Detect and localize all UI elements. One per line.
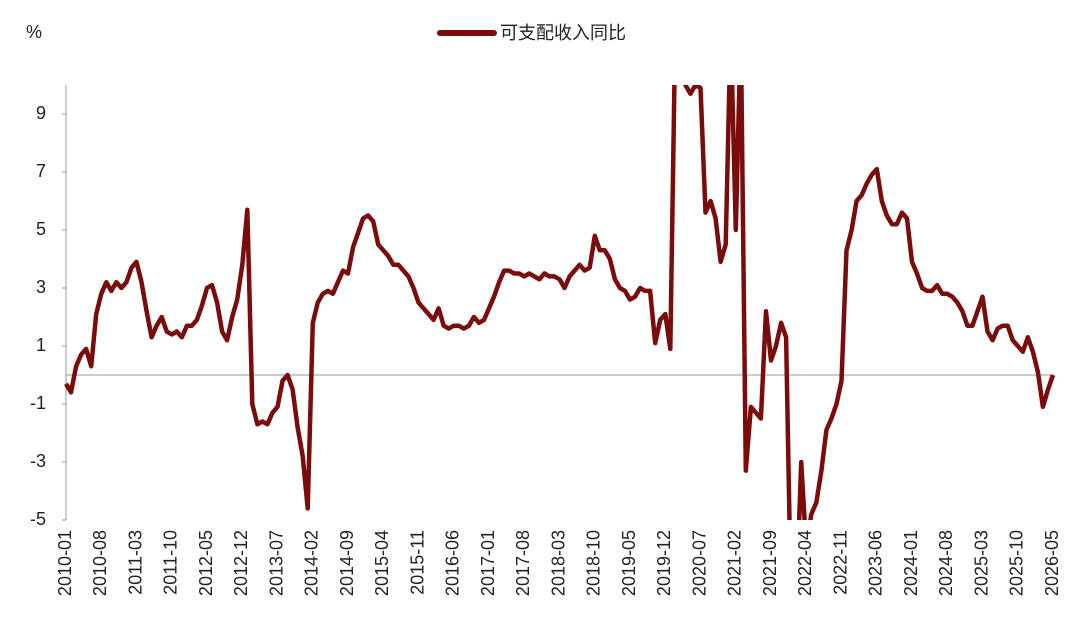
y-tick-label: -1 bbox=[30, 393, 46, 413]
x-tick-label: 2020-07 bbox=[689, 530, 709, 596]
legend-label: 可支配收入同比 bbox=[500, 23, 626, 43]
x-tick-label: 2024-08 bbox=[936, 530, 956, 596]
y-tick-label: -5 bbox=[30, 509, 46, 529]
y-tick-label: 7 bbox=[36, 161, 46, 181]
x-tick-label: 2017-08 bbox=[513, 530, 533, 596]
x-tick-label: 2019-12 bbox=[654, 530, 674, 596]
x-tick-label: 2019-05 bbox=[619, 530, 639, 596]
x-tick-label: 2022-11 bbox=[830, 530, 850, 595]
x-tick-label: 2017-01 bbox=[478, 530, 498, 596]
x-tick-label: 2014-02 bbox=[302, 530, 322, 596]
x-tick-label: 2015-11 bbox=[407, 530, 427, 595]
y-tick-label: 1 bbox=[36, 335, 46, 355]
x-tick-label: 2012-05 bbox=[196, 530, 216, 596]
x-tick-label: 2016-06 bbox=[443, 530, 463, 596]
x-tick-label: 2025-10 bbox=[1007, 530, 1027, 596]
x-tick-label: 2018-03 bbox=[548, 530, 568, 596]
x-tick-label: 2013-07 bbox=[266, 530, 286, 596]
y-tick-label: -3 bbox=[30, 451, 46, 471]
series-line bbox=[64, 85, 1056, 520]
y-tick-label: 9 bbox=[36, 103, 46, 123]
x-tick-label: 2021-02 bbox=[725, 530, 745, 596]
x-tick-label: 2015-04 bbox=[372, 530, 392, 596]
x-tick-label: 2010-01 bbox=[55, 530, 75, 596]
x-tick-label: 2018-10 bbox=[584, 530, 604, 596]
x-tick-label: 2026-05 bbox=[1042, 530, 1062, 596]
x-tick-label: 2024-01 bbox=[901, 530, 921, 596]
x-tick-label: 2011-10 bbox=[161, 530, 181, 595]
x-tick-label: 2010-08 bbox=[90, 530, 110, 596]
x-tick-label: 2021-09 bbox=[760, 530, 780, 596]
y-unit: % bbox=[26, 22, 42, 42]
x-tick-label: 2022-04 bbox=[795, 530, 815, 596]
x-tick-label: 2025-03 bbox=[971, 530, 991, 596]
y-tick-label: 3 bbox=[36, 277, 46, 297]
x-tick-label: 2011-03 bbox=[125, 530, 145, 595]
y-tick-label: 5 bbox=[36, 219, 46, 239]
x-tick-label: 2012-12 bbox=[231, 530, 251, 596]
x-tick-label: 2014-09 bbox=[337, 530, 357, 596]
x-tick-label: 2023-06 bbox=[866, 530, 886, 596]
